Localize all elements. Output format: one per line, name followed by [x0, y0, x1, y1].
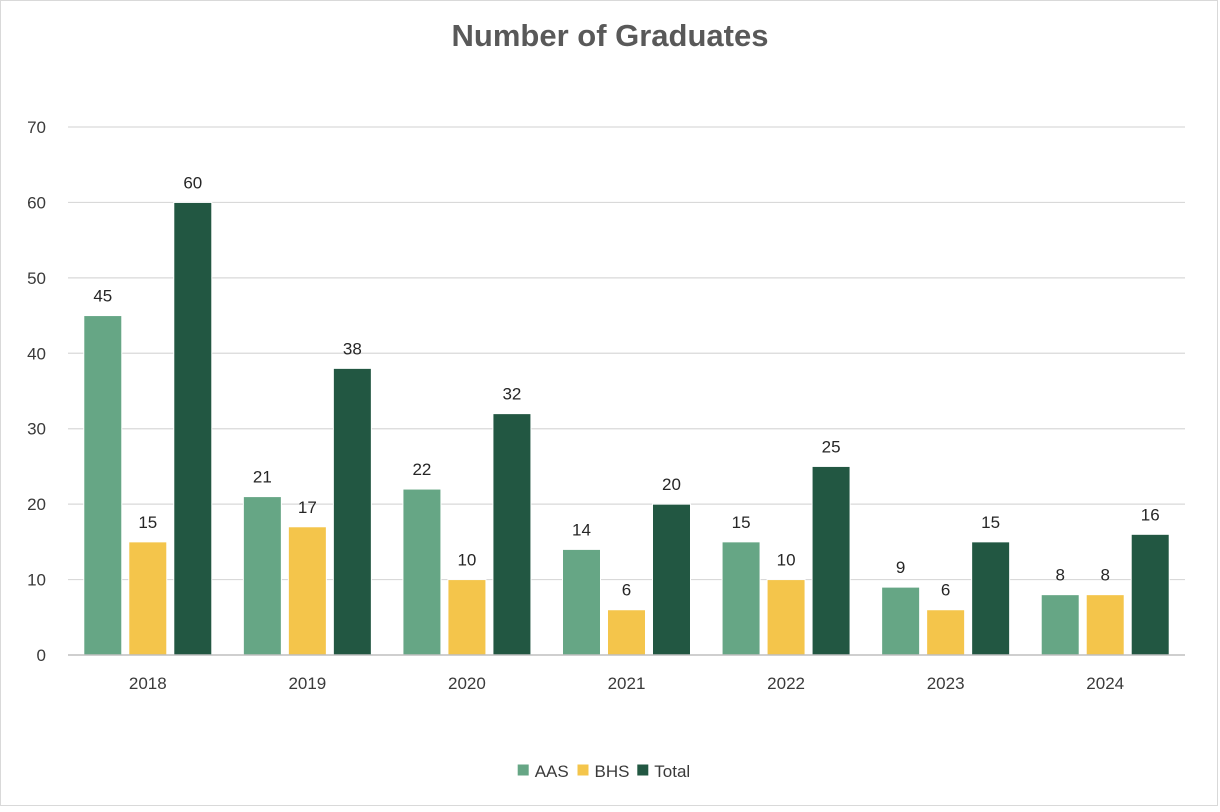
legend-swatch-bhs [577, 764, 589, 776]
legend-label-aas: AAS [535, 762, 569, 781]
bar-total-2023 [971, 541, 1011, 656]
data-label-aas-2023: 9 [896, 558, 905, 577]
data-label-aas-2024: 8 [1055, 566, 1064, 585]
bar-total-2018 [173, 201, 213, 656]
bar-total-2020 [492, 413, 532, 656]
y-axis-tick-labels: 0 10 20 30 40 50 60 70 [27, 118, 46, 665]
data-label-bhs-2023: 6 [941, 581, 950, 600]
legend-swatch-total [637, 764, 649, 776]
legend-item-aas: AAS [517, 762, 569, 781]
data-label-total-2020: 32 [502, 385, 521, 404]
bar-aas-2018 [83, 315, 123, 656]
bar-bhs-2020 [447, 579, 487, 656]
bar-bhs-2022 [766, 579, 806, 656]
bar-total-2019 [332, 367, 372, 656]
data-label-aas-2018: 45 [93, 287, 112, 306]
x-tick-label-2020: 2020 [448, 674, 486, 693]
bar-aas-2021 [562, 548, 601, 656]
x-tick-label-2024: 2024 [1086, 674, 1124, 693]
y-tick-label-50: 50 [27, 269, 46, 288]
bar-bhs-2019 [287, 526, 327, 656]
data-label-aas-2019: 21 [253, 468, 272, 487]
bar-aas-2023 [881, 586, 921, 656]
x-tick-label-2018: 2018 [129, 674, 167, 693]
bar-total-2021 [652, 503, 691, 656]
y-tick-label-0: 0 [37, 646, 46, 665]
bar-bhs-2018 [128, 541, 168, 656]
legend-label-bhs: BHS [595, 762, 630, 781]
chart-title: Number of Graduates [451, 18, 769, 53]
x-tick-label-2022: 2022 [767, 674, 805, 693]
data-labels: 45 15 60 21 17 38 22 10 32 14 6 20 15 10 25 9 6 15 8 8 16 [93, 173, 1159, 599]
x-axis-tick-labels: 2018 2019 2020 2021 2022 2023 2024 [129, 674, 1124, 693]
y-tick-label-60: 60 [27, 193, 46, 212]
bar-aas-2020 [402, 488, 442, 656]
x-tick-label-2021: 2021 [608, 674, 646, 693]
y-tick-label-10: 10 [27, 571, 46, 590]
data-label-total-2021: 20 [662, 475, 681, 494]
y-tick-label-20: 20 [27, 495, 46, 514]
legend-item-total: Total [637, 762, 690, 781]
legend: AAS BHS Total [517, 762, 690, 781]
data-label-total-2018: 60 [183, 173, 202, 192]
bar-bhs-2024 [1085, 594, 1125, 656]
bar-aas-2022 [721, 541, 761, 656]
data-label-bhs-2018: 15 [138, 513, 157, 532]
gridlines [68, 126, 1185, 581]
data-label-total-2023: 15 [981, 513, 1000, 532]
data-label-bhs-2024: 8 [1100, 566, 1109, 585]
data-label-bhs-2019: 17 [298, 498, 317, 517]
data-label-total-2022: 25 [822, 437, 841, 456]
bar-total-2024 [1130, 533, 1170, 656]
data-label-aas-2021: 14 [572, 520, 591, 539]
bar-aas-2024 [1040, 594, 1080, 656]
x-tick-label-2019: 2019 [288, 674, 326, 693]
data-label-total-2024: 16 [1141, 505, 1160, 524]
bar-aas-2019 [242, 496, 282, 656]
data-label-aas-2022: 15 [732, 513, 751, 532]
bar-total-2022 [811, 465, 851, 656]
legend-swatch-aas [517, 764, 529, 776]
y-tick-label-30: 30 [27, 420, 46, 439]
x-tick-label-2023: 2023 [927, 674, 965, 693]
y-tick-label-70: 70 [27, 118, 46, 137]
data-label-bhs-2022: 10 [777, 551, 796, 570]
y-tick-label-40: 40 [27, 344, 46, 363]
data-label-bhs-2020: 10 [457, 551, 476, 570]
legend-item-bhs: BHS [577, 762, 630, 781]
data-label-aas-2020: 22 [412, 460, 431, 479]
data-label-total-2019: 38 [343, 339, 362, 358]
data-label-bhs-2021: 6 [622, 581, 631, 600]
bar-bhs-2021 [607, 609, 646, 656]
bar-bhs-2023 [926, 609, 966, 656]
legend-label-total: Total [654, 762, 690, 781]
